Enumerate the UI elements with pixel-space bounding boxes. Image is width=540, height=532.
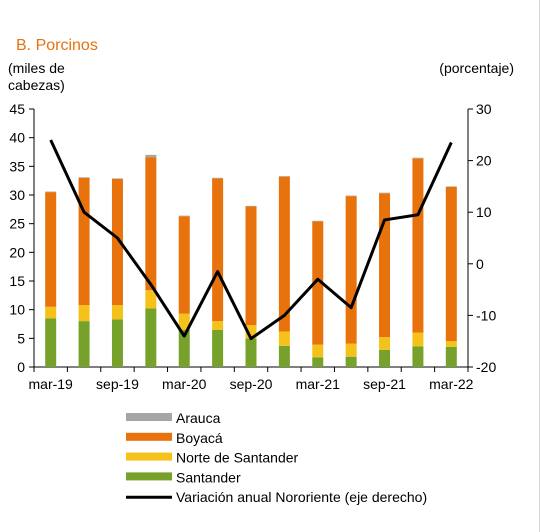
y-tick-label-right: -20 bbox=[476, 359, 496, 375]
bar-arauca-6 bbox=[245, 205, 257, 207]
bar-boyac--7 bbox=[278, 176, 290, 332]
bar-boyac--6 bbox=[245, 206, 257, 326]
y-tick-label-left: 15 bbox=[9, 273, 25, 289]
y-tick-label-right: 30 bbox=[476, 101, 492, 117]
bar-boyac--12 bbox=[445, 186, 457, 342]
legend-swatch-boyac- bbox=[126, 432, 172, 441]
bar-boyac--10 bbox=[379, 193, 391, 338]
bar-arauca-9 bbox=[345, 195, 357, 197]
y-tick-label-left: 35 bbox=[9, 158, 25, 174]
y-tick-label-left: 5 bbox=[17, 330, 25, 346]
bar-boyac--1 bbox=[78, 177, 90, 306]
y-tick-label-left: 40 bbox=[9, 130, 25, 146]
bar-norte-de-santander-10 bbox=[379, 337, 391, 350]
legend-label-arauca: Arauca bbox=[176, 410, 221, 426]
bar-boyac--8 bbox=[312, 221, 324, 345]
bar-arauca-8 bbox=[312, 220, 324, 222]
bar-norte-de-santander-2 bbox=[111, 305, 123, 320]
x-tick-label: mar-22 bbox=[429, 376, 474, 392]
bar-boyac--2 bbox=[111, 178, 123, 306]
legend-label-norte-de-santander: Norte de Santander bbox=[176, 450, 299, 466]
bar-arauca-10 bbox=[379, 192, 391, 194]
bar-arauca-1 bbox=[78, 177, 90, 178]
bar-boyac--11 bbox=[412, 158, 424, 333]
bar-arauca-2 bbox=[111, 178, 123, 179]
y-tick-label-left: 25 bbox=[9, 216, 25, 232]
y-tick-label-left: 0 bbox=[17, 359, 25, 375]
bar-norte-de-santander-5 bbox=[212, 321, 224, 330]
bar-santander-12 bbox=[445, 346, 457, 367]
bar-boyac--5 bbox=[212, 178, 224, 322]
bar-boyac--0 bbox=[45, 192, 57, 307]
bar-arauca-12 bbox=[445, 186, 457, 187]
bar-boyac--4 bbox=[178, 216, 190, 314]
y-tick-label-left: 30 bbox=[9, 187, 25, 203]
bar-santander-1 bbox=[78, 321, 90, 367]
x-tick-label: sep-19 bbox=[96, 376, 139, 392]
bar-santander-4 bbox=[178, 329, 190, 367]
bar-arauca-5 bbox=[212, 177, 224, 179]
legend-label-variaci-n-anual-nororiente-eje-derecho-: Variación anual Nororiente (eje derecho) bbox=[176, 489, 427, 505]
bar-norte-de-santander-7 bbox=[278, 331, 290, 346]
bar-norte-de-santander-3 bbox=[145, 290, 157, 309]
bar-arauca-11 bbox=[412, 157, 424, 159]
legend-swatch-norte-de-santander bbox=[126, 452, 172, 461]
bar-santander-0 bbox=[45, 318, 57, 367]
bar-arauca-7 bbox=[278, 176, 290, 177]
bar-norte-de-santander-9 bbox=[345, 343, 357, 357]
y-tick-label-left: 45 bbox=[9, 101, 25, 117]
bar-santander-2 bbox=[111, 319, 123, 367]
y-axis-left-label: cabezas) bbox=[8, 77, 65, 93]
bar-santander-11 bbox=[412, 346, 424, 367]
y-axis-left-label: (miles de bbox=[8, 60, 65, 76]
bar-norte-de-santander-11 bbox=[412, 332, 424, 347]
bar-santander-3 bbox=[145, 308, 157, 367]
bar-norte-de-santander-6 bbox=[245, 325, 257, 339]
x-tick-label: mar-19 bbox=[29, 376, 74, 392]
y-tick-label-right: 20 bbox=[476, 153, 492, 169]
legend-swatch-arauca bbox=[126, 413, 172, 421]
x-tick-label: mar-21 bbox=[296, 376, 341, 392]
bar-arauca-4 bbox=[178, 215, 190, 217]
bar-santander-6 bbox=[245, 338, 257, 367]
bar-norte-de-santander-8 bbox=[312, 344, 324, 358]
bar-norte-de-santander-12 bbox=[445, 341, 457, 347]
bar-santander-8 bbox=[312, 357, 324, 367]
bar-boyac--9 bbox=[345, 196, 357, 344]
y-axis-right-label: (porcentaje) bbox=[439, 60, 514, 76]
legend-swatch-santander bbox=[126, 472, 172, 481]
bar-norte-de-santander-1 bbox=[78, 305, 90, 322]
bar-arauca-0 bbox=[45, 191, 57, 193]
bar-norte-de-santander-4 bbox=[178, 313, 190, 330]
y-tick-label-right: 10 bbox=[476, 204, 492, 220]
y-tick-label-left: 20 bbox=[9, 244, 25, 260]
legend-label-boyac-: Boyacá bbox=[176, 430, 223, 446]
y-tick-label-right: 0 bbox=[476, 256, 484, 272]
bar-santander-9 bbox=[345, 356, 357, 367]
x-tick-label: sep-20 bbox=[230, 376, 273, 392]
bar-santander-7 bbox=[278, 345, 290, 367]
bar-boyac--3 bbox=[145, 157, 157, 291]
bar-norte-de-santander-0 bbox=[45, 306, 57, 319]
y-tick-label-left: 10 bbox=[9, 302, 25, 318]
bar-santander-10 bbox=[379, 349, 391, 367]
legend-label-santander: Santander bbox=[176, 469, 241, 485]
y-tick-label-right: -10 bbox=[476, 307, 496, 323]
bar-arauca-3 bbox=[145, 154, 157, 158]
chart-title: B. Porcinos bbox=[16, 37, 98, 54]
x-tick-label: mar-20 bbox=[162, 376, 207, 392]
bar-santander-5 bbox=[212, 329, 224, 367]
x-tick-label: sep-21 bbox=[363, 376, 406, 392]
